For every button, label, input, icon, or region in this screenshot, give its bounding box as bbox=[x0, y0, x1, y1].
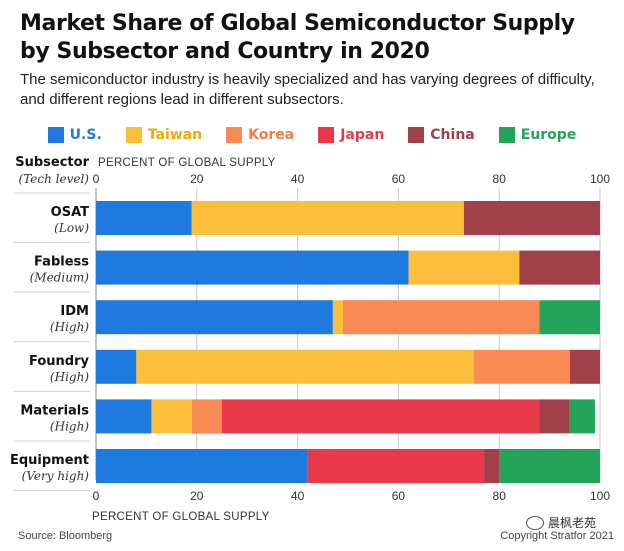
legend-swatch bbox=[498, 127, 515, 143]
legend-swatch bbox=[318, 127, 335, 143]
x-tick-label-top: 0 bbox=[93, 172, 100, 186]
bar-segment bbox=[408, 250, 520, 285]
legend-swatch bbox=[408, 127, 425, 143]
legend-item-taiwan: Taiwan bbox=[125, 125, 203, 145]
bar-segment bbox=[307, 449, 485, 483]
legend-item-europe: Europe bbox=[498, 125, 577, 145]
chart-area: Subsector (Tech level) PERCENT OF GLOBAL S… bbox=[0, 148, 624, 520]
bar-segment bbox=[499, 449, 600, 483]
bar-segment bbox=[96, 349, 137, 384]
bar-segment bbox=[463, 201, 600, 235]
category-label: Foundry bbox=[29, 354, 90, 369]
x-tick-label-top: 80 bbox=[493, 172, 507, 186]
legend: U.S. Taiwan Korea Japan China Europe bbox=[0, 125, 624, 145]
x-tick-label-top: 40 bbox=[291, 172, 305, 186]
bar-segment bbox=[96, 399, 152, 434]
bar-segment bbox=[539, 399, 570, 434]
category-sublabel: (High) bbox=[50, 320, 89, 334]
category-label: Fabless bbox=[34, 255, 89, 270]
legend-item-korea: Korea bbox=[226, 125, 294, 145]
bar-segment bbox=[332, 300, 343, 335]
x-tick-label-bottom: 80 bbox=[493, 489, 507, 503]
watermark-text: 晨枫老苑 bbox=[548, 516, 597, 530]
x-tick-label-bottom: 0 bbox=[93, 489, 100, 503]
x-tick-label-top: 100 bbox=[590, 172, 610, 186]
legend-label: Japan bbox=[340, 127, 385, 143]
x-tick-label-bottom: 60 bbox=[392, 489, 406, 503]
bar-segment bbox=[569, 349, 600, 384]
row-header-sub: (Tech level) bbox=[19, 172, 90, 186]
bar-segment bbox=[136, 349, 474, 384]
row-header: Subsector bbox=[15, 155, 89, 170]
bar-segment bbox=[222, 399, 540, 434]
stacked-bar-chart: Subsector (Tech level) PERCENT OF GLOBAL S… bbox=[10, 155, 610, 520]
x-tick-label-bottom: 20 bbox=[190, 489, 204, 503]
legend-swatch bbox=[226, 127, 243, 143]
legend-label: Europe bbox=[520, 127, 577, 143]
category-label: Materials bbox=[20, 403, 89, 418]
legend-label: Korea bbox=[248, 127, 295, 143]
bar-segment bbox=[484, 449, 500, 483]
x-axis-title-top: PERCENT OF GLOBAL SUPPLY bbox=[98, 157, 276, 169]
bar-segment bbox=[151, 399, 192, 434]
x-tick-label-bottom: 40 bbox=[291, 489, 305, 503]
bar-segment bbox=[96, 449, 308, 483]
bar-segment bbox=[96, 250, 409, 285]
chart-title: Market Share of Global Semiconductor Sup… bbox=[20, 11, 575, 64]
legend-swatch bbox=[125, 127, 142, 143]
category-label: Equipment bbox=[10, 453, 89, 468]
legend-item-japan: Japan bbox=[318, 125, 384, 145]
bar-segment bbox=[519, 250, 600, 285]
bar-segment bbox=[539, 300, 600, 335]
category-label: IDM bbox=[60, 304, 89, 319]
legend-label: China bbox=[430, 127, 475, 143]
x-tick-label-top: 60 bbox=[392, 172, 406, 186]
category-sublabel: (High) bbox=[50, 370, 89, 384]
category-sublabel: (Low) bbox=[54, 221, 89, 235]
legend-item-us: U.S. bbox=[47, 125, 102, 145]
legend-swatch bbox=[47, 127, 64, 143]
chat-bubble-icon bbox=[526, 515, 544, 530]
bar-segment bbox=[342, 300, 540, 335]
source-note: Source: Bloomberg bbox=[18, 530, 113, 542]
legend-label: U.S. bbox=[69, 127, 102, 143]
copyright-note: Copyright Stratfor 2021 bbox=[500, 530, 614, 542]
bar-segment bbox=[191, 399, 222, 434]
x-tick-label-bottom: 100 bbox=[590, 489, 610, 503]
chart-subtitle: The semiconductor industry is heavily sp… bbox=[20, 71, 595, 108]
category-sublabel: (Medium) bbox=[30, 271, 90, 285]
bar-segment bbox=[474, 349, 570, 384]
category-sublabel: (Very high) bbox=[22, 469, 90, 483]
bar-segment bbox=[569, 399, 595, 434]
x-tick-label-top: 20 bbox=[190, 172, 204, 186]
category-sublabel: (High) bbox=[50, 419, 89, 433]
bar-segment bbox=[191, 201, 464, 235]
legend-label: Taiwan bbox=[147, 127, 203, 143]
x-axis-title-bottom: PERCENT OF GLOBAL SUPPLY bbox=[92, 511, 270, 520]
watermark: 晨枫老苑 bbox=[526, 514, 596, 531]
bar-segment bbox=[96, 201, 192, 235]
category-label: OSAT bbox=[51, 205, 89, 220]
bar-segment bbox=[96, 300, 333, 335]
legend-item-china: China bbox=[408, 125, 475, 145]
